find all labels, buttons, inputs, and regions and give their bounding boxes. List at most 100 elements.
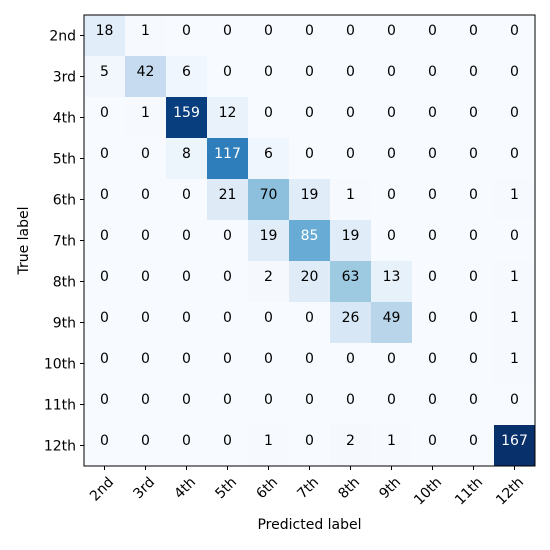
cell-value-label: 0 xyxy=(223,64,232,80)
cell-value-label: 0 xyxy=(428,310,437,326)
cell-value-label: 0 xyxy=(469,64,478,80)
heatmap-cell xyxy=(371,302,413,344)
cell-value-label: 0 xyxy=(100,392,109,408)
x-tick-label: 12th xyxy=(493,474,527,508)
cell-value-label: 0 xyxy=(223,23,232,39)
cell-value-label: 0 xyxy=(510,146,519,162)
cell-value-label: 0 xyxy=(346,146,355,162)
cell-value-label: 21 xyxy=(219,187,237,203)
cell-value-label: 6 xyxy=(182,64,191,80)
heatmap-cell xyxy=(330,15,372,57)
heatmap-cell xyxy=(125,138,167,180)
heatmap-cell xyxy=(289,138,331,180)
heatmap-cell xyxy=(125,220,167,262)
heatmap-cell xyxy=(248,56,290,98)
cell-value-label: 0 xyxy=(182,351,191,367)
cell-value-label: 5 xyxy=(100,64,109,80)
heatmap-cell xyxy=(166,179,208,221)
cell-value-label: 0 xyxy=(100,269,109,285)
heatmap-cell xyxy=(166,138,208,180)
heatmap-cell xyxy=(371,179,413,221)
cell-value-label: 0 xyxy=(141,146,150,162)
cell-value-label: 70 xyxy=(260,187,278,203)
cell-value-label: 0 xyxy=(182,187,191,203)
heatmap-cell xyxy=(371,425,413,467)
x-tick-label: 6th xyxy=(253,474,281,502)
heatmap-cell xyxy=(412,343,454,385)
cell-value-label: 0 xyxy=(469,228,478,244)
heatmap-cell xyxy=(412,384,454,426)
heatmap-cell xyxy=(453,384,495,426)
heatmap-cell xyxy=(84,220,126,262)
heatmap-cell xyxy=(248,302,290,344)
cell-value-label: 0 xyxy=(510,392,519,408)
cell-value-label: 0 xyxy=(510,105,519,121)
cell-value-label: 0 xyxy=(428,269,437,285)
cell-value-label: 0 xyxy=(100,310,109,326)
cell-value-label: 0 xyxy=(223,310,232,326)
cell-value-label: 0 xyxy=(428,187,437,203)
cell-value-label: 0 xyxy=(346,105,355,121)
cell-value-label: 0 xyxy=(387,105,396,121)
y-axis-ticks: 2nd 3rd 4th 5th 6th 7th 8th 9th 10th 11th 12th xyxy=(44,29,84,455)
heatmap-cell xyxy=(125,56,167,98)
heatmap-cell xyxy=(248,138,290,180)
cell-value-label: 0 xyxy=(428,433,437,449)
heatmap-cell xyxy=(166,220,208,262)
heatmap-cell xyxy=(125,261,167,303)
heatmap-cell xyxy=(412,302,454,344)
heatmap-cell xyxy=(84,425,126,467)
cell-value-label: 117 xyxy=(214,146,241,162)
x-tick-label: 4th xyxy=(171,474,199,502)
x-tick-label: 5th xyxy=(212,474,240,502)
heatmap-cell xyxy=(125,425,167,467)
cell-value-label: 0 xyxy=(182,269,191,285)
cell-value-label: 19 xyxy=(260,228,278,244)
cell-value-label: 159 xyxy=(173,105,200,121)
cell-value-label: 42 xyxy=(137,64,155,80)
cell-value-label: 1 xyxy=(346,187,355,203)
cell-value-label: 0 xyxy=(223,392,232,408)
cell-value-label: 0 xyxy=(305,433,314,449)
heatmap-cell xyxy=(84,56,126,98)
heatmap-cell xyxy=(330,302,372,344)
heatmap-cell xyxy=(289,425,331,467)
cell-value-label: 0 xyxy=(141,392,150,408)
cell-value-label: 1 xyxy=(141,105,150,121)
cell-value-label: 0 xyxy=(141,228,150,244)
cell-value-label: 0 xyxy=(305,310,314,326)
cell-value-label: 0 xyxy=(141,187,150,203)
heatmap-cell xyxy=(371,261,413,303)
heatmap-cell xyxy=(453,220,495,262)
cell-value-label: 0 xyxy=(469,23,478,39)
heatmap-cell xyxy=(371,56,413,98)
cell-value-label: 0 xyxy=(510,23,519,39)
cell-value-label: 0 xyxy=(469,105,478,121)
heatmap-cell xyxy=(494,56,536,98)
heatmap-cell xyxy=(166,15,208,57)
x-axis-ticks: 2nd 3rd 4th 5th 6th 7th 8th 9th 10th 11th 12th xyxy=(87,466,527,508)
cell-value-label: 0 xyxy=(305,105,314,121)
heatmap-cell xyxy=(84,15,126,57)
cell-value-label: 0 xyxy=(510,64,519,80)
heatmap-cell xyxy=(494,179,536,221)
cell-value-label: 1 xyxy=(510,351,519,367)
heatmap-cell xyxy=(494,261,536,303)
x-tick-label: 9th xyxy=(376,474,404,502)
cell-value-label: 19 xyxy=(342,228,360,244)
heatmap-cell xyxy=(248,261,290,303)
y-tick-label: 8th xyxy=(53,275,76,291)
cell-value-label: 13 xyxy=(383,269,401,285)
heatmap-cell xyxy=(330,179,372,221)
heatmap-cell xyxy=(84,97,126,139)
cell-value-label: 49 xyxy=(383,310,401,326)
heatmap-cell xyxy=(84,179,126,221)
cell-value-label: 0 xyxy=(387,64,396,80)
heatmap-cell xyxy=(125,179,167,221)
cell-value-label: 0 xyxy=(182,433,191,449)
heatmap-cell xyxy=(207,261,249,303)
x-axis-label: Predicted label xyxy=(257,517,361,533)
cell-value-label: 0 xyxy=(182,392,191,408)
heatmap-cell xyxy=(207,179,249,221)
heatmap-cell xyxy=(289,384,331,426)
